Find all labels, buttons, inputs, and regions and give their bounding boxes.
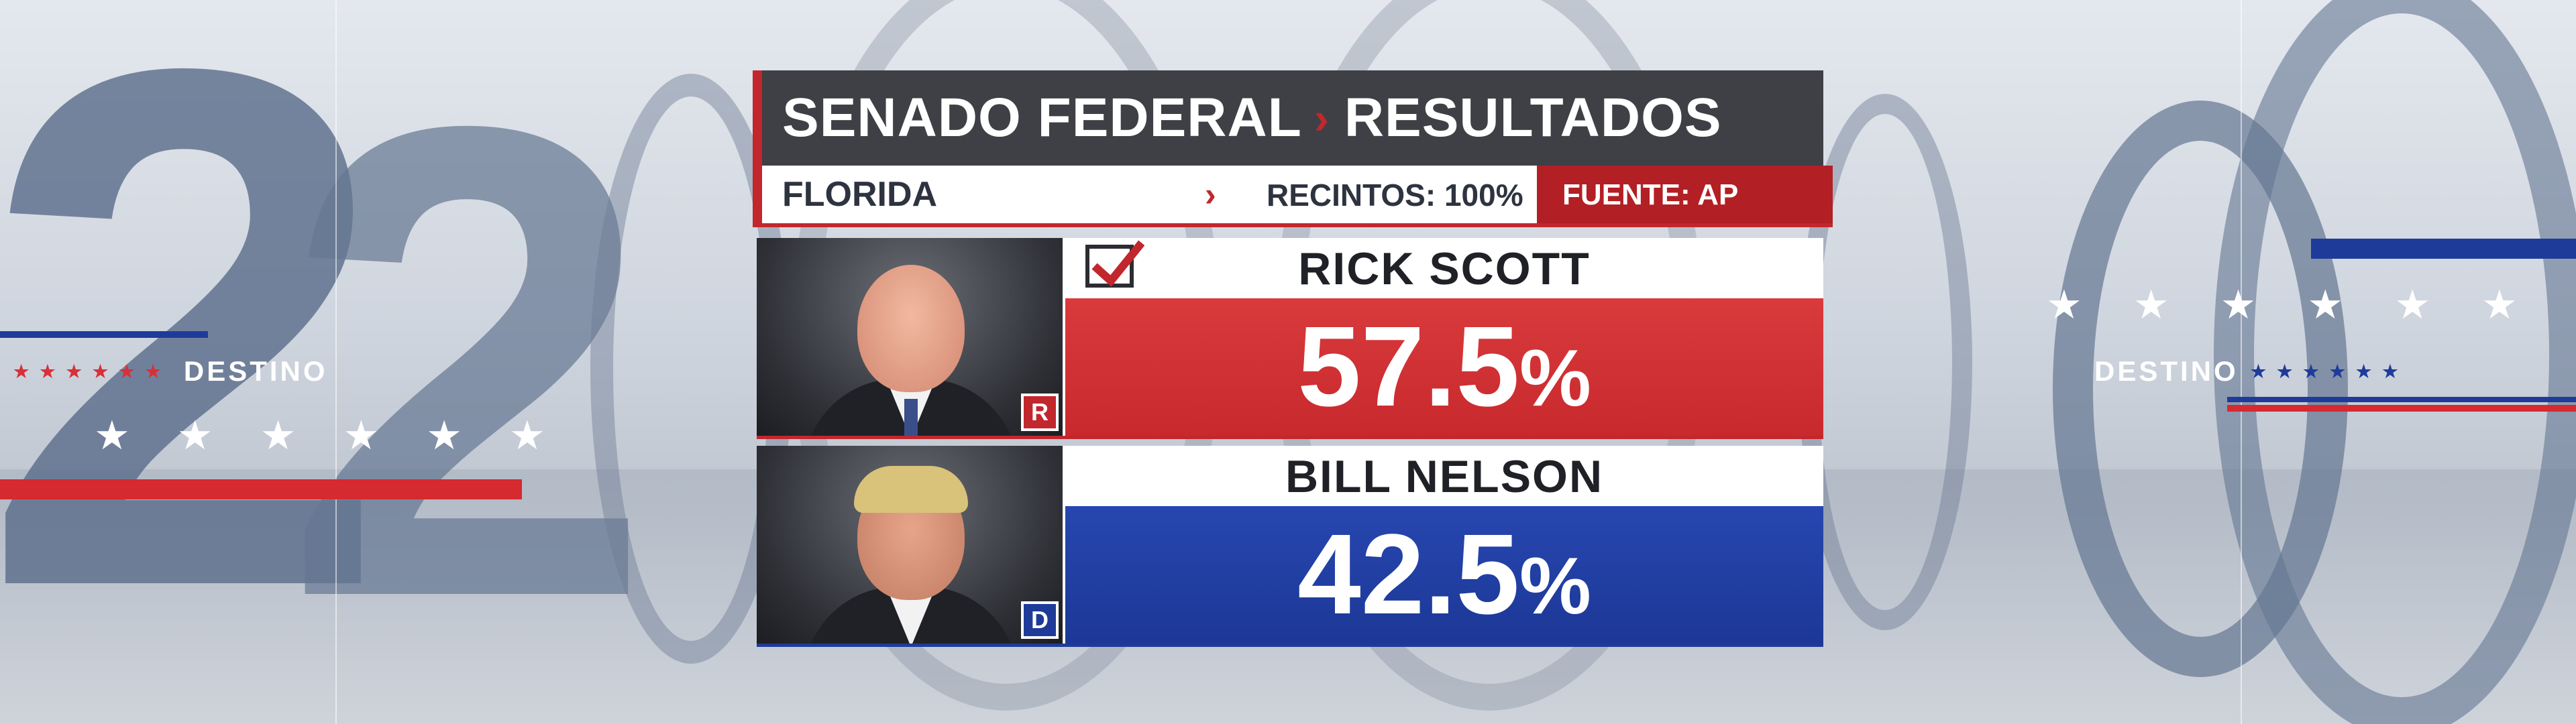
star-icon: ★ <box>2220 282 2257 327</box>
candidate-name: RICK SCOTT <box>1065 238 1823 298</box>
vote-percent-bar: 42.5% <box>1065 506 1823 644</box>
background-panel-edge <box>2241 0 2242 724</box>
background-stripe-red <box>0 479 522 499</box>
background-stripe-blue <box>0 331 208 338</box>
star-icon: ★ <box>2394 282 2430 327</box>
results-header: SENADO FEDERAL › RESULTADOS <box>753 70 1823 166</box>
mini-stars-red: ★★★★★★ <box>13 361 172 381</box>
star-icon: ★ <box>2133 282 2169 327</box>
background-stripe-red-thin <box>2227 405 2576 412</box>
photo-head <box>857 265 965 392</box>
background-stars-left: ★ ★ ★ ★ ★ ★ <box>94 412 545 459</box>
photo-tie <box>904 399 918 436</box>
background-digit: 2 <box>0 0 390 724</box>
candidate-row: D BILL NELSON 42.5% <box>757 446 1823 647</box>
source-badge: FUENTE: AP <box>1537 166 1833 223</box>
background-panel-edge <box>335 0 337 724</box>
background-stripe-blue <box>2311 239 2576 259</box>
percent-sign: % <box>1519 541 1591 631</box>
section-title: RESULTADOS <box>1344 87 1722 148</box>
star-icon: ★ <box>2307 282 2344 327</box>
row-baseline <box>757 436 1823 439</box>
destino-tag-right: DESTINO ★★★★★★ <box>2094 355 2409 387</box>
precincts-value: 100% <box>1444 178 1523 213</box>
star-icon: ★ <box>176 413 213 458</box>
mini-stars-blue: ★★★★★★ <box>2250 361 2409 381</box>
star-icon: ★ <box>260 413 297 458</box>
source-label: FUENTE: <box>1562 178 1690 211</box>
candidate-photo <box>757 238 1065 436</box>
candidate-row: R RICK SCOTT 57.5% <box>757 238 1823 439</box>
destino-label: DESTINO <box>2094 355 2239 387</box>
star-icon: ★ <box>343 413 380 458</box>
candidate-photo <box>757 446 1065 644</box>
source-value: AP <box>1697 178 1739 211</box>
race-title: SENADO FEDERAL <box>782 87 1302 148</box>
star-icon: ★ <box>508 413 545 458</box>
results-subheader: FLORIDA › RECINTOS: 100% FUENTE: AP <box>753 166 1833 227</box>
chevron-right-icon: › <box>1205 176 1216 213</box>
star-icon: ★ <box>2046 282 2082 327</box>
vote-percent: 42.5 <box>1297 511 1520 638</box>
vote-percent: 57.5 <box>1297 303 1520 430</box>
subheader-underline <box>753 223 1833 227</box>
party-badge: D <box>1021 601 1059 639</box>
state-name: FLORIDA <box>782 175 938 214</box>
star-icon: ★ <box>426 413 462 458</box>
row-baseline <box>757 644 1823 647</box>
destino-label: DESTINO <box>183 355 328 387</box>
chevron-right-icon: › <box>1313 93 1330 143</box>
star-icon: ★ <box>94 413 130 458</box>
background-stripe-blue-thin <box>2227 397 2576 402</box>
precincts-label: RECINTOS: <box>1267 178 1436 213</box>
photo-hair <box>854 466 968 513</box>
star-icon: ★ <box>2481 282 2518 327</box>
party-badge: R <box>1021 394 1059 431</box>
vote-percent-bar: 57.5% <box>1065 298 1823 436</box>
winner-check-icon <box>1085 240 1144 288</box>
percent-sign: % <box>1519 333 1591 423</box>
candidate-name: BILL NELSON <box>1065 446 1823 506</box>
background-stars-right: ★ ★ ★ ★ ★ ★ <box>2046 282 2518 328</box>
precincts-reporting: RECINTOS: 100% <box>1267 166 1523 223</box>
destino-tag-left: ★★★★★★ DESTINO <box>13 355 328 387</box>
